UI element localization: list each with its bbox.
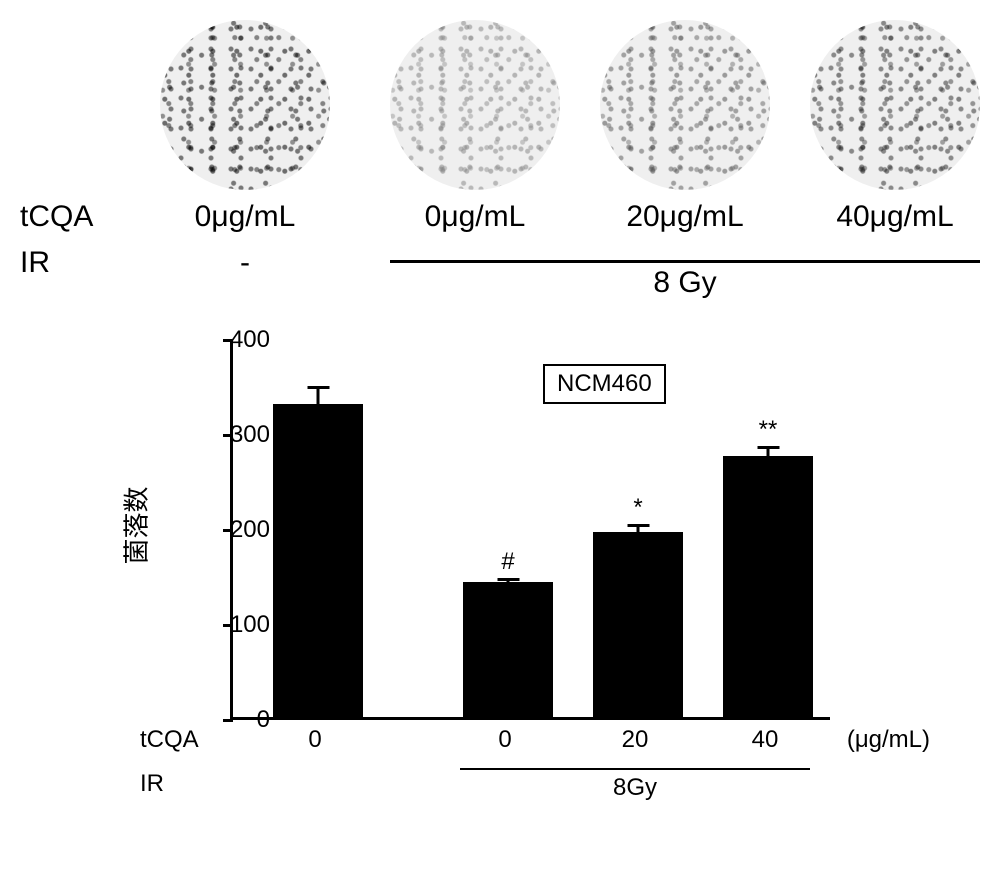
- x-tick-label: 0: [460, 726, 550, 754]
- ir-dash: -: [160, 246, 330, 280]
- bar-2: *: [593, 532, 683, 717]
- plot-area: NCM460 #***: [230, 340, 830, 720]
- wells-panel: tCQA IR 0μg/mL 0μg/mL 20μg/mL 40μg/mL - …: [20, 20, 980, 300]
- figure-root: tCQA IR 0μg/mL 0μg/mL 20μg/mL 40μg/mL - …: [20, 20, 980, 860]
- bar-3: **: [723, 456, 813, 717]
- x-row-label-ir: IR: [140, 770, 164, 798]
- ir-group-label-bottom: 8Gy: [460, 774, 810, 802]
- y-axis-label: 菌落数: [120, 330, 150, 720]
- well-dose-2: 0μg/mL: [390, 200, 560, 234]
- y-tick-label: 100: [190, 611, 270, 639]
- y-tick-label: 200: [190, 516, 270, 544]
- error-bar: [767, 446, 770, 456]
- significance-marker: #: [501, 550, 514, 574]
- error-bar: [317, 386, 320, 403]
- significance-marker: **: [759, 418, 778, 442]
- y-tick-label: 400: [190, 326, 270, 354]
- ir-bracket-line: [390, 260, 980, 263]
- well-dose-1: 0μg/mL: [160, 200, 330, 234]
- x-tick-label: 40: [720, 726, 810, 754]
- significance-marker: *: [633, 496, 642, 520]
- well-dose-4: 40μg/mL: [810, 200, 980, 234]
- bar-0: [273, 404, 363, 718]
- error-bar: [637, 524, 640, 532]
- y-tick-label: 0: [190, 706, 270, 734]
- bar-1: #: [463, 582, 553, 717]
- row-label-ir: IR: [20, 246, 50, 280]
- x-tick-label: 20: [590, 726, 680, 754]
- well-image-1: [160, 20, 330, 190]
- cell-line-box: NCM460: [543, 364, 666, 404]
- x-unit-label: (μg/mL): [847, 726, 930, 754]
- ir-group-label-top: 8 Gy: [390, 266, 980, 300]
- ir-bracket-line-bottom: [460, 768, 810, 770]
- well-image-2: [390, 20, 560, 190]
- error-bar: [507, 578, 510, 582]
- bar-chart: 菌落数 NCM460 #*** tCQA IR (μg/mL) 01002003…: [120, 330, 880, 860]
- well-image-4: [810, 20, 980, 190]
- y-axis-label-text: 菌落数: [117, 486, 154, 564]
- well-image-3: [600, 20, 770, 190]
- row-label-tcqa: tCQA: [20, 200, 93, 234]
- x-tick-label: 0: [270, 726, 360, 754]
- well-dose-3: 20μg/mL: [600, 200, 770, 234]
- y-tick-label: 300: [190, 421, 270, 449]
